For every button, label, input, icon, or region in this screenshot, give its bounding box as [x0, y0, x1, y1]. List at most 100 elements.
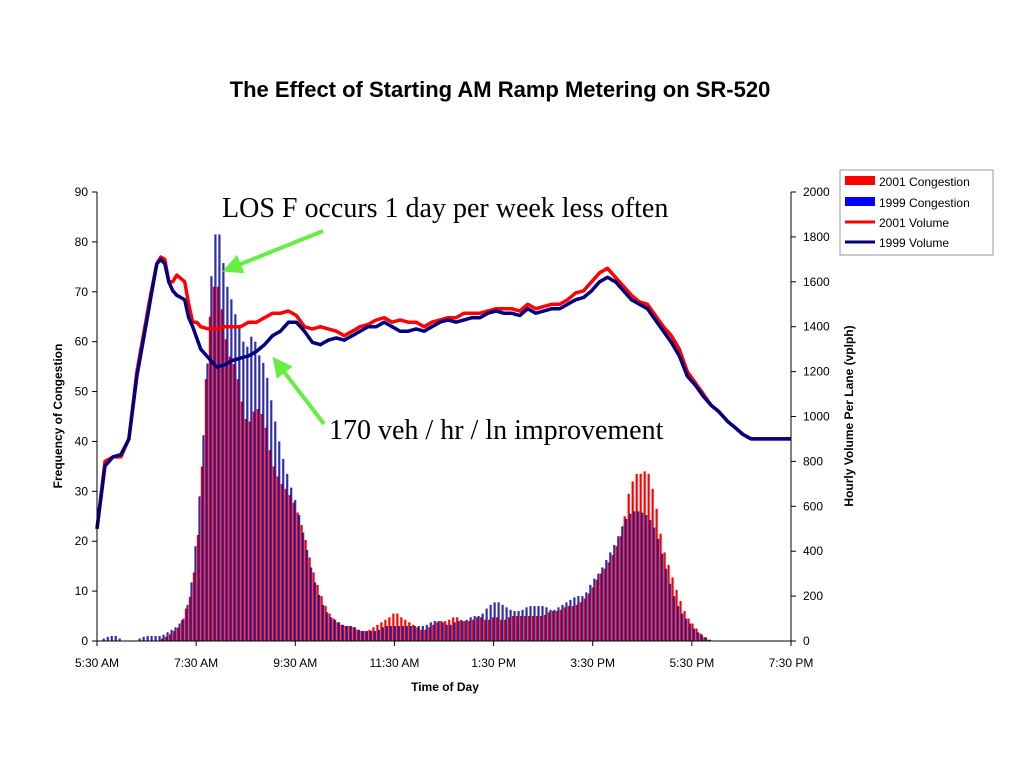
bar-1999-congestion	[537, 606, 540, 641]
bar-1999-congestion	[405, 626, 408, 641]
bar-1999-congestion	[445, 624, 448, 641]
bar-2001-congestion	[236, 379, 239, 641]
bar-1999-congestion	[469, 617, 472, 641]
bar-2001-congestion	[647, 473, 650, 641]
bar-2001-congestion	[591, 587, 594, 641]
right-tick-label: 1800	[803, 230, 830, 244]
right-tick-label: 2000	[803, 185, 830, 199]
bar-1999-congestion	[154, 636, 157, 641]
left-tick-label: 50	[75, 385, 89, 399]
annotation-arrow-improvement	[272, 356, 326, 426]
bar-2001-congestion	[284, 488, 287, 641]
bar-2001-congestion	[412, 624, 415, 641]
bar-1999-congestion	[637, 511, 640, 641]
bar-2001-congestion	[176, 627, 180, 641]
bar-1999-congestion	[549, 609, 552, 641]
bar-2001-congestion	[180, 620, 184, 641]
bar-1999-congestion	[473, 616, 476, 641]
bar-1999-congestion	[274, 421, 277, 641]
bar-2001-congestion	[372, 627, 375, 641]
bar-1999-congestion	[150, 636, 153, 641]
bar-2001-congestion	[340, 624, 343, 641]
bar-1999-congestion	[517, 611, 520, 641]
bar-2001-congestion	[695, 628, 698, 641]
bar-1999-congestion	[545, 607, 548, 641]
bar-2001-congestion	[308, 557, 311, 641]
bar-2001-congestion	[460, 619, 463, 641]
bar-2001-congestion	[352, 627, 355, 641]
chart-title: The Effect of Starting AM Ramp Metering …	[230, 77, 771, 102]
left-tick-label: 10	[75, 584, 89, 598]
left-tick-label: 80	[75, 235, 89, 249]
x-tick-label: 11:30 AM	[370, 656, 420, 670]
bar-1999-congestion	[541, 606, 544, 641]
right-tick-label: 1400	[803, 320, 830, 334]
bar-1999-congestion	[194, 546, 197, 641]
bar-1999-congestion	[270, 400, 273, 641]
bar-2001-congestion	[248, 421, 251, 641]
bar-2001-congestion	[651, 488, 654, 641]
bar-2001-congestion	[188, 596, 192, 641]
bar-1999-congestion	[118, 638, 121, 641]
bar-2001-congestion	[336, 622, 339, 641]
bar-1999-congestion	[294, 500, 297, 641]
bar-1999-congestion	[645, 515, 648, 641]
right-tick-label: 1200	[803, 365, 830, 379]
bar-2001-congestion	[599, 573, 602, 641]
left-tick-label: 60	[75, 335, 89, 349]
bar-1999-congestion	[485, 608, 488, 641]
bar-1999-congestion	[688, 623, 692, 641]
bar-1999-congestion	[437, 621, 440, 641]
bar-1999-congestion	[278, 441, 281, 641]
bar-1999-congestion	[322, 604, 325, 641]
bar-1999-congestion	[593, 578, 596, 641]
bar-1999-congestion	[597, 573, 600, 641]
bar-2001-congestion	[547, 612, 551, 641]
bar-2001-congestion	[220, 309, 223, 641]
bar-2001-congestion	[296, 512, 299, 641]
bar-2001-congestion	[292, 502, 295, 641]
bar-2001-congestion	[384, 619, 387, 641]
bar-1999-congestion	[349, 626, 353, 641]
bar-1999-congestion	[605, 559, 608, 641]
line-1999-volume	[95, 257, 791, 530]
bar-1999-congestion	[345, 626, 349, 641]
right-tick-label: 600	[803, 499, 823, 513]
bar-2001-congestion	[687, 618, 690, 641]
bar-2001-congestion	[535, 616, 539, 641]
bar-2001-congestion	[224, 339, 227, 641]
bar-1999-congestion	[565, 602, 568, 641]
bar-2001-congestion	[611, 554, 614, 641]
bar-1999-congestion	[242, 341, 245, 641]
legend-swatch-2001-congestion	[845, 176, 875, 185]
bar-1999-congestion	[413, 626, 416, 641]
right-tick-label: 400	[803, 544, 823, 558]
bar-1999-congestion	[465, 619, 468, 641]
bar-2001-congestion	[160, 638, 164, 641]
bar-1999-congestion	[306, 549, 309, 641]
bar-1999-congestion	[700, 634, 704, 641]
bar-2001-congestion	[476, 617, 479, 641]
bar-2001-congestion	[276, 476, 279, 641]
bar-2001-congestion	[587, 593, 590, 641]
bar-1999-congestion	[222, 263, 225, 641]
bar-1999-congestion	[190, 582, 193, 641]
bar-2001-congestion	[519, 616, 523, 641]
bar-2001-congestion	[631, 481, 634, 641]
bar-2001-congestion	[240, 401, 243, 641]
bar-1999-congestion	[226, 286, 229, 641]
bar-2001-congestion	[703, 637, 706, 641]
bar-1999-congestion	[286, 473, 289, 641]
bar-1999-congestion	[357, 629, 361, 641]
legend-label-1999-volume: 1999 Volume	[879, 236, 949, 250]
volume-lines	[95, 255, 791, 530]
bar-1999-congestion	[393, 626, 396, 641]
bar-1999-congestion	[696, 632, 700, 641]
y-axis-label: Frequency of Congestion	[51, 344, 65, 489]
bar-1999-congestion	[373, 631, 377, 641]
bar-1999-congestion	[581, 596, 584, 641]
bar-1999-congestion	[692, 628, 696, 641]
legend-label-1999-congestion: 1999 Congestion	[879, 196, 970, 210]
bar-1999-congestion	[557, 607, 560, 641]
bar-1999-congestion	[673, 596, 676, 641]
